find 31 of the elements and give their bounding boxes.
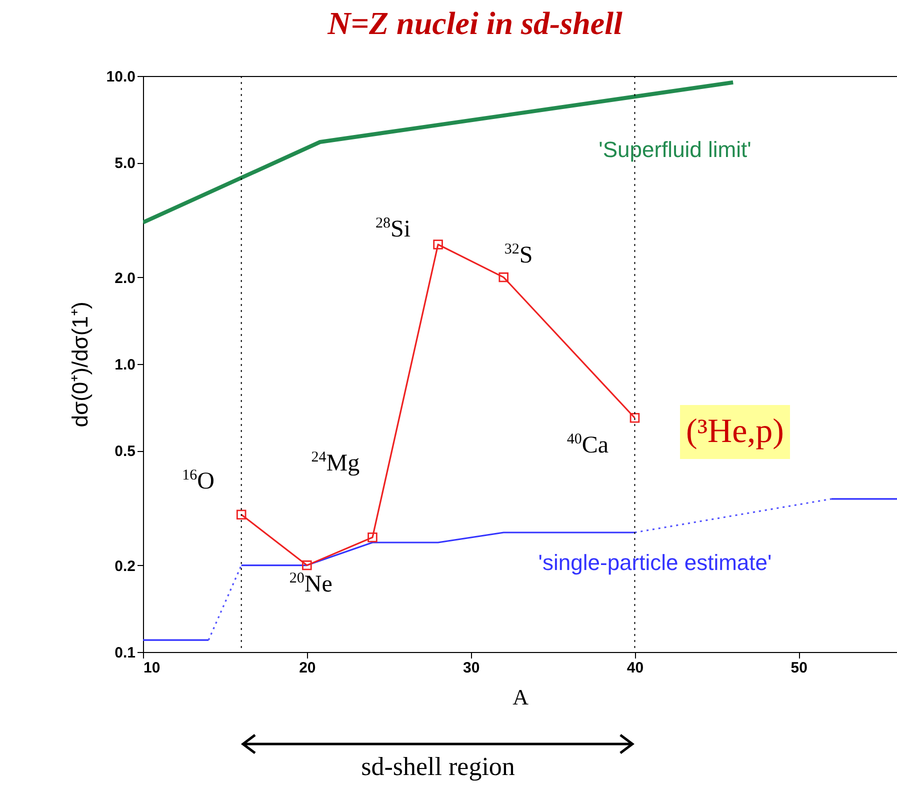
point	[433, 240, 443, 250]
x-tick-label: 10	[144, 660, 160, 676]
y-tick-label: 2.0	[114, 270, 136, 287]
point	[498, 272, 508, 282]
point	[630, 413, 640, 423]
y-tick-label: 10.0	[106, 68, 136, 86]
x-tick-label: 50	[790, 660, 808, 676]
annotation: $^{40}$Ca	[566, 431, 609, 458]
point	[302, 560, 312, 570]
y-tick-label: 0.5	[114, 443, 136, 460]
point	[368, 532, 378, 542]
annotation: $^{28}$Si	[376, 216, 411, 243]
chart-title: N=Z nuclei in sd-shell	[326, 5, 622, 41]
annotation: $^{20}$Ne	[289, 570, 332, 598]
x-tick-label: 20	[299, 660, 316, 676]
point	[236, 510, 246, 520]
text: sd-shell region	[361, 752, 515, 782]
annotation: $^{24}$Mg	[311, 450, 360, 477]
y-tick-label: 1.0	[114, 356, 136, 374]
series-label: (³He,p)	[680, 405, 790, 459]
series-label: 'single-particle estimate'	[538, 550, 772, 575]
annotation: $^{32}$S	[504, 242, 533, 269]
y-tick-label: 5.0	[114, 155, 136, 172]
y-tick-label: 0.1	[114, 644, 136, 662]
x-tick-label: 30	[462, 660, 480, 676]
series-label: 'Superfluid limit'	[598, 137, 752, 162]
x-tick-label: 40	[626, 660, 644, 676]
x-axis-title: A	[512, 684, 529, 710]
annotation: $^{16}$O	[182, 467, 215, 494]
y-tick-label: 0.2	[114, 558, 136, 575]
y-axis-title: dσ(0⁺)/dσ(1⁺)	[67, 302, 92, 428]
